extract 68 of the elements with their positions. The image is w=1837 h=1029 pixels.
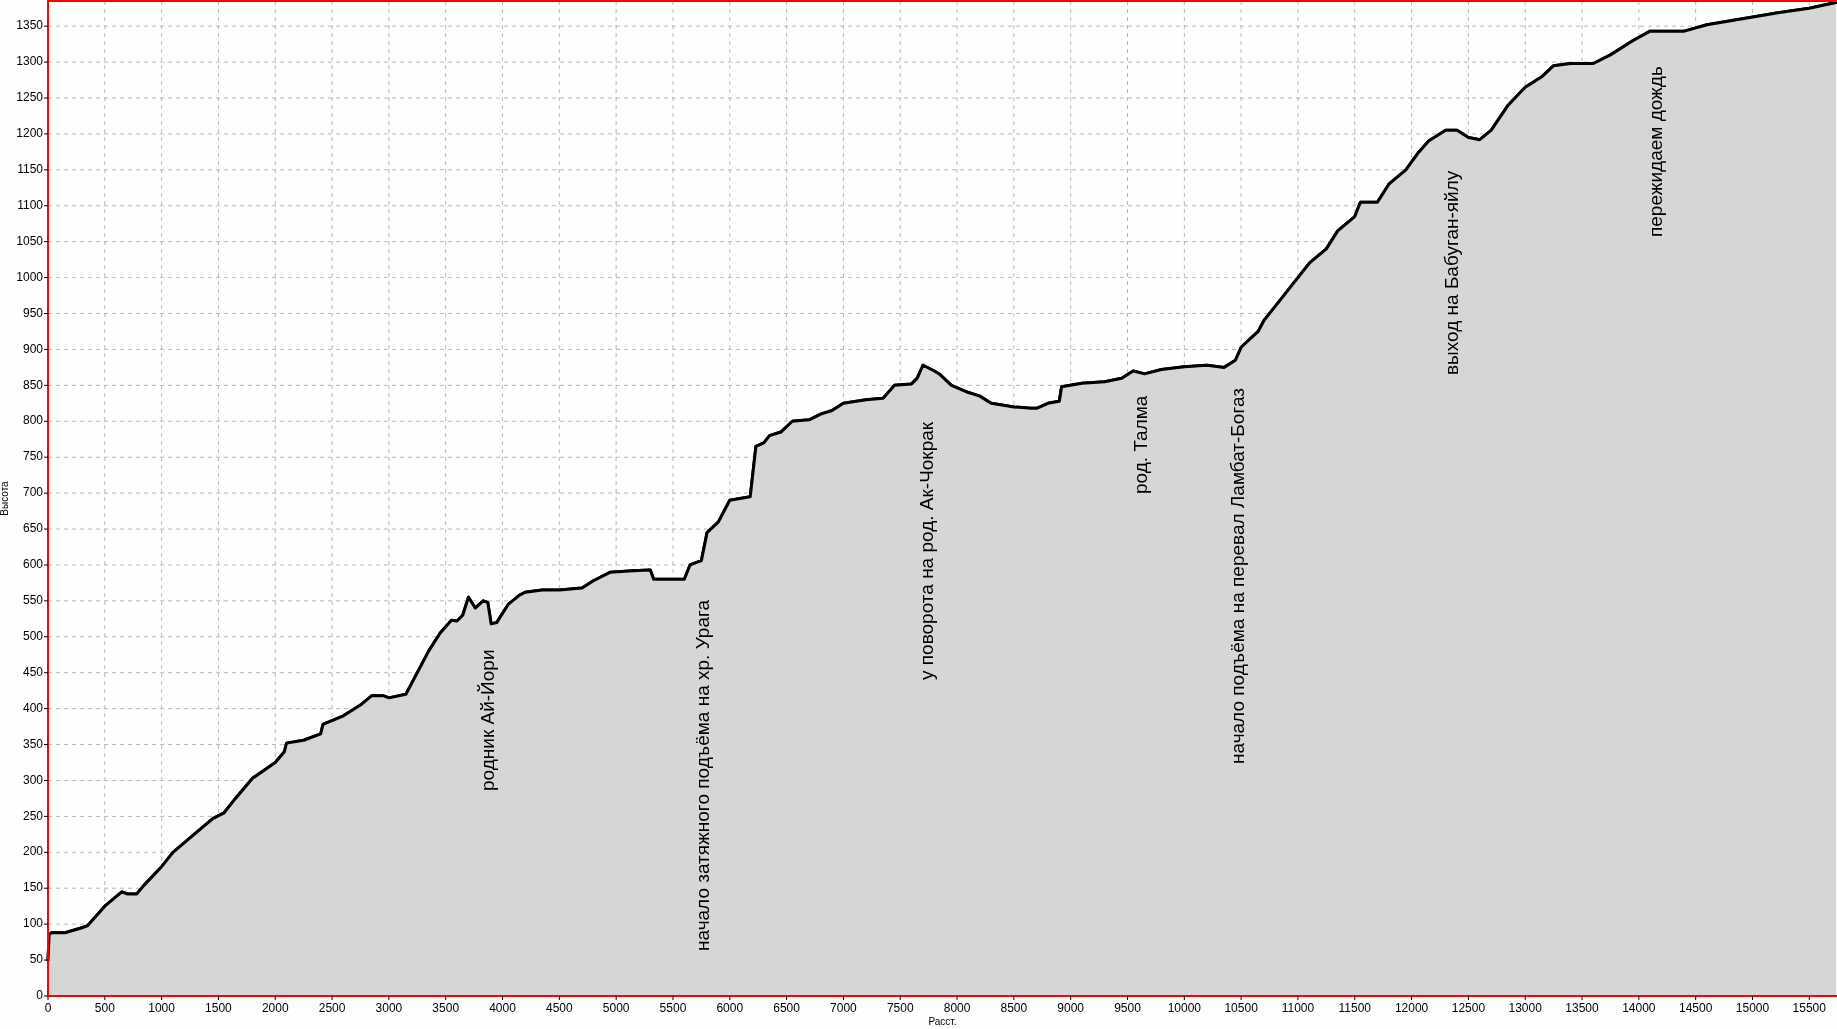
x-tick-label: 7000: [830, 1001, 858, 1015]
x-tick-label: 6000: [716, 1001, 744, 1015]
y-tick-label: 1150: [17, 162, 44, 176]
y-tick-label: 250: [22, 808, 44, 823]
x-tick-label: 8500: [1000, 1001, 1028, 1015]
y-tick-label: 950: [22, 305, 44, 320]
x-tick-label: 11000: [1281, 1001, 1315, 1015]
y-tick-label: 200: [22, 844, 44, 859]
y-tick-label: 50: [29, 952, 44, 967]
y-tick-label: 400: [22, 700, 44, 715]
y-tick-label: 1200: [16, 126, 44, 141]
x-tick-label: 7500: [886, 1001, 914, 1015]
x-tick-label: 9500: [1114, 1001, 1142, 1015]
y-tick-label: 850: [22, 377, 44, 392]
y-tick-label: 600: [22, 557, 44, 572]
y-tick-label: 100: [22, 916, 44, 931]
x-tick-label: 1000: [148, 1001, 176, 1015]
x-tick-label: 5500: [659, 1001, 687, 1015]
y-tick-label: 1300: [16, 54, 44, 69]
x-tick-label: 14500: [1678, 1001, 1713, 1015]
x-tick-label: 8000: [943, 1001, 971, 1015]
y-tick-label: 550: [22, 593, 44, 608]
y-tick-label: 0: [36, 988, 44, 1003]
x-tick-label: 1500: [205, 1001, 233, 1015]
x-tick-label: 2000: [261, 1001, 289, 1015]
x-tick-label: 10000: [1167, 1001, 1202, 1015]
y-tick-label: 300: [22, 772, 44, 787]
annotation: род. Талма: [1130, 395, 1152, 494]
x-tick-label: 4500: [545, 1001, 574, 1015]
annotation: выход на Бабуган-яйлу: [1441, 170, 1463, 375]
y-tick-label: 450: [22, 664, 44, 679]
x-tick-label: 12000: [1394, 1001, 1429, 1015]
x-axis-title: Расст.: [928, 1016, 957, 1027]
x-tick-label: 12500: [1451, 1001, 1486, 1015]
annotation: пережидаем дождь: [1645, 66, 1667, 237]
y-tick-label: 1100: [17, 197, 44, 212]
y-tick-label: 1250: [16, 90, 44, 105]
y-tick-label: 1350: [16, 18, 44, 33]
x-tick-label: 11500: [1338, 1001, 1372, 1015]
annotation: начало подъёма на перевал Ламбат-Богаз: [1227, 388, 1249, 764]
y-tick-label: 750: [22, 449, 44, 464]
y-tick-label: 900: [22, 341, 44, 356]
y-tick-label: 700: [22, 485, 44, 500]
x-tick-label: 4000: [489, 1001, 517, 1015]
x-tick-label: 9000: [1057, 1001, 1085, 1015]
annotation: родник Ай-Йори: [477, 649, 499, 791]
x-tick-label: 3000: [375, 1001, 403, 1015]
x-tick-label: 6500: [773, 1001, 801, 1015]
x-tick-label: 13500: [1565, 1001, 1600, 1015]
annotation: начало затяжного подъёма на хр. Урага: [692, 599, 714, 951]
x-tick-label: 500: [94, 1001, 116, 1015]
y-tick-label: 1000: [16, 269, 44, 284]
x-tick-label: 2500: [318, 1001, 346, 1015]
y-tick-label: 650: [22, 521, 44, 536]
x-tick-label: 15000: [1735, 1001, 1770, 1015]
x-tick-label: 5000: [602, 1001, 630, 1015]
x-tick-label: 13000: [1508, 1001, 1543, 1015]
y-axis-title: Высота: [0, 480, 10, 516]
annotation: у поворота на род. Ак-Чокрак: [916, 421, 938, 680]
y-tick-label: 1050: [16, 233, 44, 248]
y-tick-label: 150: [22, 880, 44, 895]
x-tick-label: 10500: [1224, 1001, 1259, 1015]
x-tick-label: 14000: [1622, 1001, 1656, 1015]
y-tick-label: 800: [22, 413, 44, 428]
x-tick-label: 15500: [1792, 1001, 1827, 1015]
x-tick-label: 3500: [432, 1001, 460, 1015]
y-tick-label: 500: [22, 628, 44, 643]
y-tick-label: 350: [22, 736, 44, 751]
